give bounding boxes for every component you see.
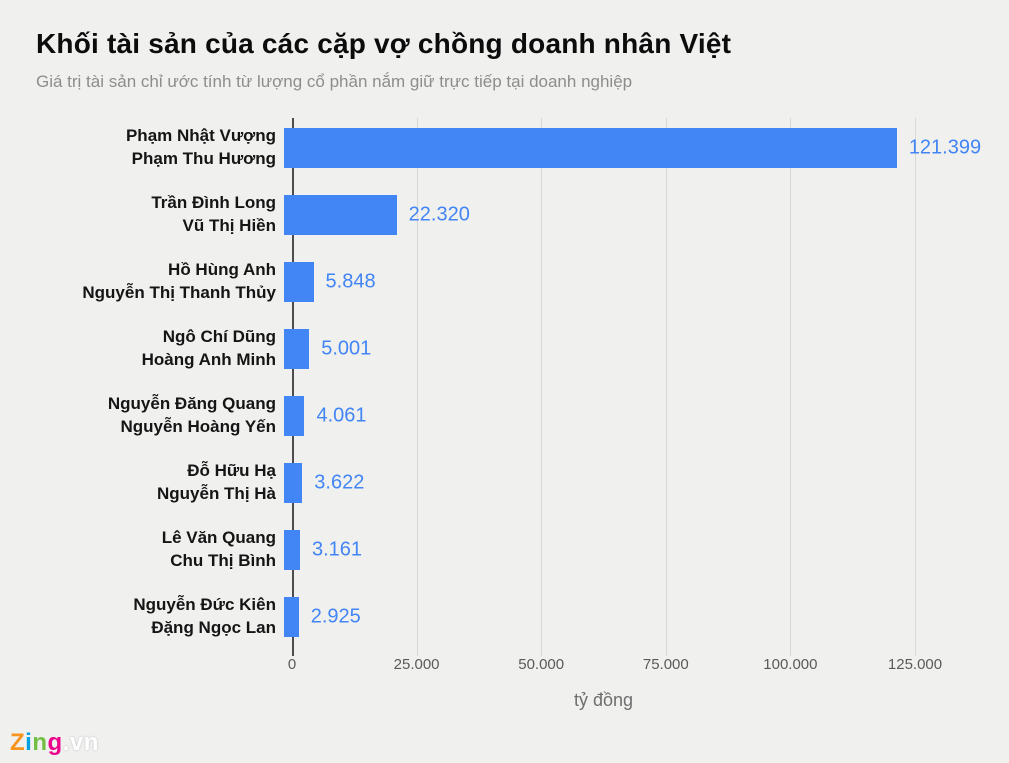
category-name-line: Đỗ Hữu Hạ [187,461,276,481]
category-name-line: Đặng Ngọc Lan [151,617,276,637]
bar-chart: Phạm Nhật Vượng Phạm Thu Hương 121.399 Trần… [36,114,1009,711]
gridlines [292,118,916,656]
zing-logo: Zing.vn [10,729,99,757]
category-name-line: Nguyễn Đăng Quang [107,394,276,414]
bar-row: Nguyễn Đăng Quang Nguyễn Hoàng Yến 4.061 [36,382,1009,449]
logo-letter: g [47,729,63,756]
category-name-line: Nguyễn Thị Thanh Thủy [82,282,276,302]
category-label: Nguyễn Đăng Quang Nguyễn Hoàng Yến [36,393,284,438]
category-name-line: Hoàng Anh Minh [141,349,276,369]
bar-row: Lê Văn Quang Chu Thị Bình 3.161 [36,516,1009,583]
chart-subtitle: Giá trị tài sản chỉ ước tính từ lượng cổ… [36,72,633,91]
gridline [915,118,916,656]
bar-track: 22.320 [284,181,915,248]
bar-row: Trần Đình Long Vũ Thị Hiền 22.320 [36,181,1009,248]
axis-zero-line [292,118,294,656]
value-label: 4.061 [316,404,367,426]
value-label: 3.622 [314,471,365,493]
bar[interactable] [284,194,397,235]
bar-row: Ngô Chí Dũng Hoàng Anh Minh 5.001 [36,315,1009,382]
category-name-line: Lê Văn Quang [161,528,276,548]
x-tick-label: 75.000 [642,656,689,673]
bar-row: Đỗ Hữu Hạ Nguyễn Thị Hà 3.622 [36,449,1009,516]
bar-track: 121.399 [284,114,981,181]
logo-suffix: .vn [62,729,99,756]
category-name-line: Vũ Thị Hiền [182,215,277,235]
value-label: 5.848 [325,270,376,292]
bar[interactable] [284,462,303,503]
plot-area: Phạm Nhật Vượng Phạm Thu Hương 121.399 Trần… [36,114,1009,656]
bar-track: 3.161 [284,516,915,583]
value-label: 2.925 [310,605,361,627]
x-tick-label: 125.000 [887,656,943,673]
category-label: Lê Văn Quang Chu Thị Bình [36,527,284,572]
category-name-line: Phạm Thu Hương [131,148,276,168]
x-axis-ticks: 0 25.000 50.000 75.000 100.000 125.000 [288,656,942,682]
bar-rows: Phạm Nhật Vượng Phạm Thu Hương 121.399 Trần… [36,114,1009,650]
category-name-line: Nguyễn Hoàng Yến [120,416,276,436]
category-label: Phạm Nhật Vượng Phạm Thu Hương [36,125,284,170]
bar[interactable] [284,261,314,302]
x-axis-label: tỷ đồng [573,690,634,710]
bar-track: 4.061 [284,382,915,449]
bar[interactable] [284,127,897,168]
category-name-line: Hồ Hùng Anh [168,260,276,280]
category-name-line: Trần Đình Long [151,193,276,213]
category-name-line: Nguyễn Thị Hà [156,483,276,503]
gridline [790,118,792,656]
category-label: Nguyễn Đức Kiên Đặng Ngọc Lan [36,594,284,639]
value-label: 121.399 [908,136,982,158]
gridline [541,118,543,656]
bar-row: Hồ Hùng Anh Nguyễn Thị Thanh Thủy 5.848 [36,248,1009,315]
bar-track: 3.622 [284,449,915,516]
category-name-line: Nguyễn Đức Kiên [133,595,276,615]
bar-row: Nguyễn Đức Kiên Đặng Ngọc Lan 2.925 [36,583,1009,650]
bar-track: 5.001 [284,315,915,382]
category-label: Đỗ Hữu Hạ Nguyễn Thị Hà [36,460,284,505]
x-tick-label: 0 [287,656,297,673]
gridline [416,118,418,656]
category-label: Hồ Hùng Anh Nguyễn Thị Thanh Thủy [36,259,284,304]
bar-row: Phạm Nhật Vượng Phạm Thu Hương 121.399 [36,114,1009,181]
logo-letter: n [32,729,48,756]
logo-letter: Z [10,729,26,756]
chart-title: Khối tài sản của các cặp vợ chồng doanh … [36,28,732,59]
x-axis-label-row: tỷ đồng [292,690,915,711]
gridline [665,118,667,656]
logo-letter: i [25,729,33,756]
bar[interactable] [284,395,305,436]
value-label: 5.001 [321,337,372,359]
category-name-line: Phạm Nhật Vượng [125,126,276,146]
bar[interactable] [284,596,299,637]
category-label: Ngô Chí Dũng Hoàng Anh Minh [36,326,284,371]
x-tick-label: 100.000 [763,656,818,673]
x-tick-label: 50.000 [518,656,565,673]
value-label: 3.161 [311,538,363,560]
value-label: 22.320 [408,203,470,225]
bar[interactable] [284,328,310,369]
category-name-line: Chu Thị Bình [170,550,276,570]
bar[interactable] [284,529,300,570]
bar-track: 2.925 [284,583,915,650]
x-tick-label: 25.000 [393,656,440,673]
bar-track: 5.848 [284,248,915,315]
category-name-line: Ngô Chí Dũng [162,327,276,347]
category-label: Trần Đình Long Vũ Thị Hiền [36,192,284,237]
